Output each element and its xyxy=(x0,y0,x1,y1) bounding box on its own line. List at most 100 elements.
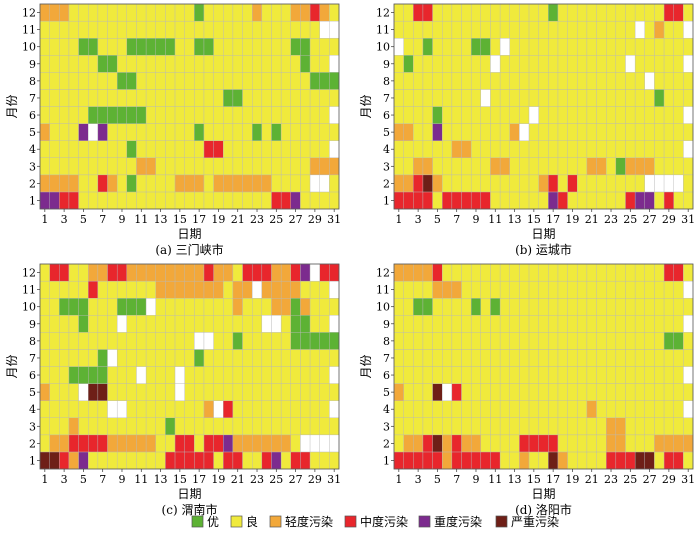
legend-swatch xyxy=(344,515,357,528)
heatmap-cell xyxy=(577,297,588,316)
x-tick-label: 21 xyxy=(231,213,245,226)
x-tick-label: 3 xyxy=(415,473,422,486)
heatmap-cell xyxy=(499,332,511,350)
heatmap-cell xyxy=(634,3,646,22)
x-tick-label: 5 xyxy=(80,473,87,486)
heatmap-cell xyxy=(68,263,79,282)
heatmap-cell xyxy=(39,263,50,282)
heatmap-cell xyxy=(39,191,50,210)
heatmap-cell xyxy=(232,366,243,384)
x-tick-label: 25 xyxy=(269,213,283,226)
heatmap-cell xyxy=(251,72,263,90)
heatmap-cell xyxy=(251,3,263,22)
heatmap-cell xyxy=(223,89,234,107)
heatmap-cell xyxy=(194,3,205,22)
heatmap-cell xyxy=(538,157,549,176)
y-tick-label: 1 xyxy=(383,194,390,207)
heatmap-cell xyxy=(557,263,568,282)
heatmap-cell xyxy=(673,383,684,401)
heatmap-cell xyxy=(605,3,617,22)
heatmap-cell xyxy=(470,280,482,299)
heatmap-cell xyxy=(403,20,414,39)
heatmap-cell xyxy=(49,332,60,350)
heatmap-cell xyxy=(184,37,195,56)
heatmap-cell xyxy=(59,174,70,193)
heatmap-cell xyxy=(136,191,147,210)
heatmap-cell xyxy=(577,174,588,193)
heatmap-cell xyxy=(596,72,607,90)
heatmap-cell xyxy=(126,400,137,419)
heatmap-cell xyxy=(567,72,578,90)
heatmap-cell xyxy=(59,123,70,141)
heatmap-cell xyxy=(663,280,674,299)
heatmap-cell xyxy=(673,400,684,419)
heatmap-cell xyxy=(470,349,482,367)
heatmap-cell xyxy=(577,89,588,107)
heatmap-cell xyxy=(673,366,684,384)
heatmap-cell xyxy=(499,263,511,282)
x-tick-label: 31 xyxy=(681,473,695,486)
heatmap-cell xyxy=(470,191,482,210)
heatmap-cell xyxy=(136,106,147,124)
heatmap-cell xyxy=(451,297,462,316)
heatmap-cell xyxy=(107,297,118,316)
heatmap-cell xyxy=(519,157,530,176)
heatmap-cell xyxy=(97,157,108,176)
heatmap-cell xyxy=(422,263,433,282)
heatmap-cell xyxy=(461,89,472,107)
heatmap-cell xyxy=(49,451,60,470)
heatmap-cell xyxy=(280,3,292,22)
heatmap-cell xyxy=(615,174,626,193)
heatmap-cell xyxy=(232,89,243,107)
heatmap-cell xyxy=(165,106,176,124)
y-tick-label: 3 xyxy=(383,420,390,433)
heatmap-cell xyxy=(59,3,70,22)
heatmap-cell xyxy=(413,106,424,124)
heatmap-cell xyxy=(393,89,404,107)
y-tick-label: 5 xyxy=(29,126,36,139)
heatmap-cell xyxy=(97,106,108,124)
heatmap-cell xyxy=(261,55,272,73)
heatmap-cell xyxy=(557,417,568,436)
heatmap-cell xyxy=(213,315,224,333)
heatmap-cell xyxy=(470,297,482,316)
heatmap-cell xyxy=(548,263,559,282)
x-tick-label: 7 xyxy=(453,473,460,486)
heatmap-cell xyxy=(615,123,626,141)
heatmap-cell xyxy=(605,400,617,419)
heatmap-cell xyxy=(528,434,539,453)
heatmap-cell xyxy=(586,434,597,453)
heatmap-cell xyxy=(107,434,118,453)
heatmap-cell xyxy=(300,140,311,158)
heatmap-cell xyxy=(413,20,424,39)
x-tick-label: 13 xyxy=(508,213,522,226)
heatmap-cell xyxy=(68,191,79,210)
heatmap-cell xyxy=(490,263,501,282)
heatmap-cell xyxy=(309,89,320,107)
heatmap-cell xyxy=(480,191,491,210)
heatmap-cell xyxy=(403,383,414,401)
legend-label: 轻度污染 xyxy=(285,514,333,529)
heatmap-cell xyxy=(107,55,118,73)
heatmap-cell xyxy=(615,55,626,73)
heatmap-cell xyxy=(68,332,79,350)
heatmap-cell xyxy=(126,280,137,299)
heatmap-cell xyxy=(654,72,665,90)
heatmap-cell xyxy=(403,37,414,56)
x-tick-label: 7 xyxy=(99,213,106,226)
heatmap-cell xyxy=(634,332,646,350)
heatmap-cell xyxy=(499,140,511,158)
heatmap-cell xyxy=(300,383,311,401)
heatmap-cell xyxy=(290,123,301,141)
x-tick-label: 5 xyxy=(434,473,441,486)
heatmap-cell xyxy=(165,3,176,22)
heatmap-cell xyxy=(174,123,185,141)
heatmap-cell xyxy=(203,349,214,367)
heatmap-cell xyxy=(165,72,176,90)
heatmap-cell xyxy=(393,417,404,436)
heatmap-cell xyxy=(261,140,272,158)
heatmap-cell xyxy=(393,315,404,333)
heatmap-cell xyxy=(68,55,79,73)
heatmap-cell xyxy=(663,20,674,39)
